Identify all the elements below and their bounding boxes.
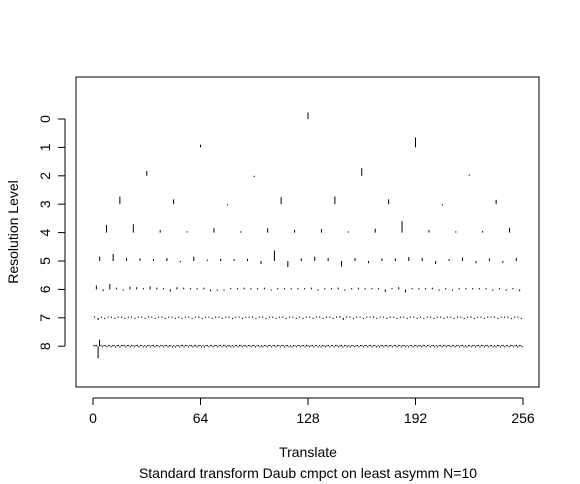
x-tick-label: 0 [89, 410, 97, 426]
x-tick-label: 192 [404, 410, 428, 426]
y-tick-label: 6 [37, 285, 53, 293]
x-tick-label: 256 [511, 410, 535, 426]
coefficient-marks [93, 112, 523, 359]
plot-frame [75, 76, 540, 388]
x-axis-title: Translate [279, 444, 337, 460]
chart-subtitle: Standard transform Daub cmpct on least a… [139, 465, 477, 481]
x-tick-label: 64 [193, 410, 209, 426]
y-axis-title: Resolution Level [5, 180, 21, 284]
y-tick-label: 1 [37, 143, 53, 151]
y-tick-label: 4 [37, 228, 53, 236]
y-tick-label: 3 [37, 200, 53, 208]
y-tick-label: 0 [37, 115, 53, 123]
x-axis: 0 64 128 192 256 [89, 397, 535, 426]
x-tick-label: 128 [296, 410, 320, 426]
y-ticks: 0 1 2 3 4 5 6 7 8 [37, 115, 65, 350]
y-tick-label: 5 [37, 257, 53, 265]
x-ticks: 0 64 128 192 256 [89, 398, 535, 426]
y-tick-label: 7 [37, 314, 53, 322]
y-tick-label: 8 [37, 342, 53, 350]
y-tick-label: 2 [37, 172, 53, 180]
y-axis: 0 1 2 3 4 5 6 7 8 [37, 115, 66, 350]
